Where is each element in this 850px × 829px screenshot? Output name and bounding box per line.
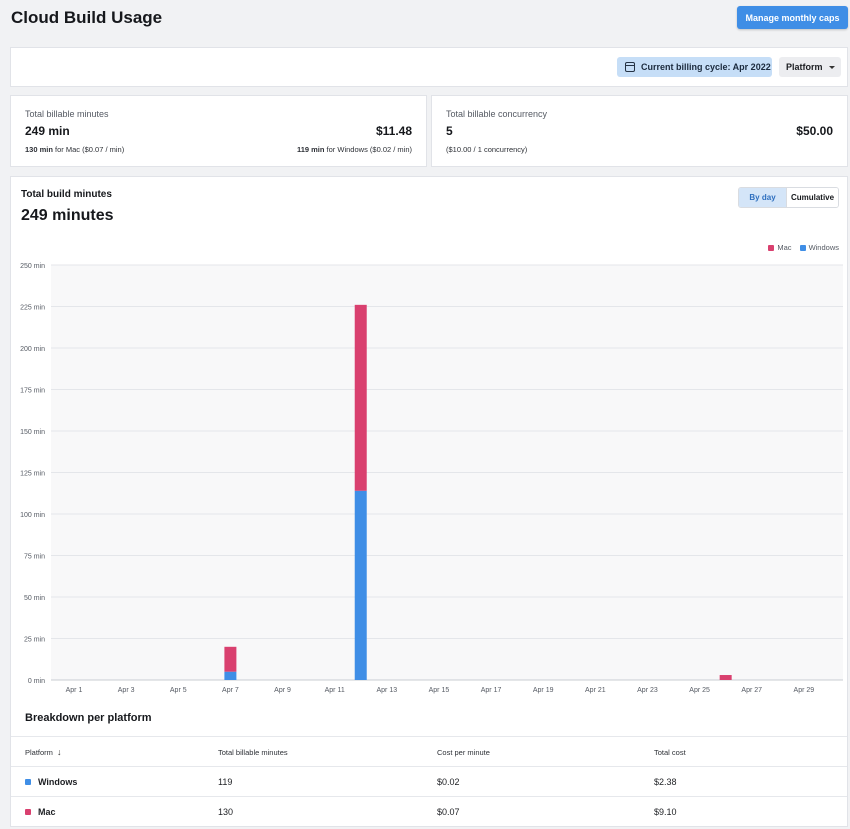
total-cost-cell: $9.10: [654, 807, 677, 817]
y-tick-label: 50 min: [24, 595, 45, 602]
platform-cell: Windows: [25, 767, 77, 797]
platform-cell: Mac: [25, 797, 56, 827]
page-title: Cloud Build Usage: [11, 8, 163, 27]
cost-per-minute-cell: $0.07: [437, 807, 460, 817]
cost-per-minute-cell: $0.02: [437, 777, 460, 787]
billable-minutes-card: Total billable minutes 249 min $11.48 13…: [10, 95, 427, 167]
breakdown-title: Breakdown per platform: [25, 712, 152, 724]
platform-dropdown[interactable]: Platform: [779, 57, 841, 77]
y-tick-label: 250 min: [20, 263, 45, 270]
x-tick-label: Apr 9: [274, 687, 291, 694]
billable-concurrency-card: Total billable concurrency 5 $50.00 ($10…: [431, 95, 848, 167]
legend-windows-label: Windows: [808, 243, 839, 252]
x-tick-label: Apr 27: [741, 687, 762, 694]
x-tick-label: Apr 17: [481, 687, 502, 694]
windows-minutes-text: for Windows ($0.02 / min): [324, 145, 412, 154]
windows-minutes-detail: 119 min for Windows ($0.02 / min): [297, 145, 412, 154]
table-row: Windows 119 $0.02 $2.38: [11, 766, 847, 796]
calendar-icon: [625, 62, 635, 72]
y-tick-label: 0 min: [28, 678, 45, 685]
arrow-down-icon: ↓: [56, 747, 62, 757]
view-toggle: By day Cumulative: [738, 187, 839, 208]
total-cost-cell: $2.38: [654, 777, 677, 787]
legend-windows-swatch: [799, 245, 806, 251]
billable-minutes-amount: $11.48: [375, 124, 412, 138]
bar-windows: [224, 671, 237, 680]
bar-mac: [719, 675, 732, 680]
billable-concurrency-label: Total billable concurrency: [446, 109, 548, 119]
manage-monthly-caps-button[interactable]: Manage monthly caps: [737, 6, 848, 29]
billing-cycle-button[interactable]: Current billing cycle: Apr 2022: [617, 57, 772, 77]
x-tick-label: Apr 19: [533, 687, 554, 694]
platform-dropdown-label: Platform: [786, 62, 823, 72]
chart-title: Total build minutes: [21, 189, 112, 200]
x-tick-label: Apr 3: [118, 687, 135, 694]
x-tick-label: Apr 7: [222, 687, 239, 694]
x-tick-label: Apr 23: [637, 687, 658, 694]
cumulative-toggle[interactable]: Cumulative: [787, 188, 838, 207]
y-tick-label: 75 min: [24, 554, 45, 561]
minutes-cell: 130: [218, 807, 234, 817]
x-tick-label: Apr 5: [170, 687, 187, 694]
legend-windows[interactable]: Windows: [799, 243, 839, 252]
billable-concurrency-amount: $50.00: [796, 124, 833, 138]
chevron-down-icon: [828, 65, 835, 69]
mac-minutes-detail: 130 min for Mac ($0.07 / min): [25, 145, 124, 154]
platform-name: Windows: [38, 777, 78, 787]
mac-color-dot: [25, 809, 31, 815]
platform-header-label: Platform: [25, 747, 53, 757]
y-tick-label: 225 min: [20, 305, 45, 312]
y-tick-label: 200 min: [20, 346, 45, 353]
x-tick-label: Apr 25: [689, 687, 710, 694]
build-minutes-chart: 0 min 25 min 50 min 75 min 100 min 125 min 150…: [20, 263, 843, 694]
breakdown-table: Platform ↓ Total billable minutes Cost pe…: [11, 736, 847, 826]
platform-name: Mac: [38, 807, 56, 817]
x-tick-label: Apr 11: [325, 687, 345, 694]
bar-windows: [354, 490, 367, 680]
legend-mac-label: Mac: [777, 243, 792, 252]
bar-mac: [224, 646, 237, 672]
x-tick-label: Apr 21: [585, 687, 606, 694]
x-tick-label: Apr 15: [429, 687, 450, 694]
legend-mac[interactable]: Mac: [768, 243, 792, 252]
filter-bar: Current billing cycle: Apr 2022 Platform: [10, 47, 848, 87]
y-tick-label: 125 min: [20, 471, 45, 478]
y-tick-label: 175 min: [20, 388, 45, 395]
y-tick-label: 150 min: [20, 429, 45, 436]
bar-mac: [354, 304, 367, 491]
windows-color-dot: [25, 779, 31, 785]
chart-total: 249 minutes: [21, 207, 114, 224]
windows-minutes-count: 119 min: [296, 145, 325, 154]
concurrency-detail: ($10.00 / 1 concurrency): [446, 145, 528, 154]
minutes-column-header: Total billable minutes: [218, 747, 288, 757]
total-cost-column-header: Total cost: [654, 747, 686, 757]
by-day-toggle[interactable]: By day: [739, 188, 788, 207]
legend-mac-swatch: [768, 245, 775, 251]
billable-concurrency-value: 5: [446, 124, 453, 138]
cost-per-minute-column-header: Cost per minute: [437, 747, 490, 757]
chart-legend: Mac Windows: [768, 243, 839, 252]
build-minutes-card: Total build minutes 249 minutes By day C…: [10, 176, 848, 827]
mac-minutes-text: for Mac ($0.07 / min): [52, 145, 125, 154]
x-tick-label: Apr 29: [794, 687, 815, 694]
x-tick-label: Apr 13: [376, 687, 397, 694]
table-header-row: Platform ↓ Total billable minutes Cost pe…: [11, 736, 847, 766]
table-row: Mac 130 $0.07 $9.10: [11, 796, 847, 826]
x-tick-label: Apr 1: [66, 687, 83, 694]
platform-column-header[interactable]: Platform ↓: [25, 737, 61, 767]
minutes-cell: 119: [218, 777, 233, 787]
billable-minutes-label: Total billable minutes: [25, 109, 109, 119]
y-tick-label: 100 min: [20, 512, 45, 519]
billing-cycle-label: Current billing cycle: Apr 2022: [641, 62, 771, 72]
billable-minutes-value: 249 min: [25, 124, 70, 138]
mac-minutes-count: 130 min: [25, 145, 53, 154]
y-tick-label: 25 min: [24, 637, 45, 644]
